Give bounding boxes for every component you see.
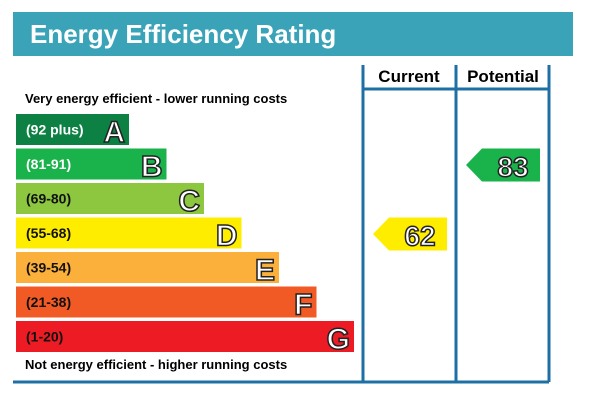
band-letter: F xyxy=(294,289,312,322)
band-g: (1-20) G xyxy=(16,321,354,357)
band-range-label: (55-68) xyxy=(26,225,71,241)
band-letter: A xyxy=(103,116,125,149)
band-c: (69-80) C xyxy=(16,183,204,219)
band-a: (92 plus) A xyxy=(16,114,129,150)
rating-bands: (92 plus) A(81-91) B(69-80) C(55-68) D(39-54… xyxy=(16,114,354,357)
bottom-note: Not energy efficient - higher running co… xyxy=(25,357,287,372)
potential-rating-value: 83 xyxy=(497,152,528,183)
potential-rating-arrow: 83 xyxy=(466,148,540,183)
current-rating-value: 62 xyxy=(404,221,435,252)
band-letter: B xyxy=(141,151,163,184)
band-range-label: (92 plus) xyxy=(26,122,84,138)
band-bar xyxy=(16,114,129,145)
band-f: (21-38) F xyxy=(16,286,317,322)
band-bar xyxy=(16,252,279,283)
band-range-label: (21-38) xyxy=(26,294,71,310)
rating-frame xyxy=(13,65,551,384)
band-range-label: (39-54) xyxy=(26,260,71,276)
band-d: (55-68) D xyxy=(16,217,242,253)
potential-arrow-shape xyxy=(466,148,540,182)
rating-arrows: 62 83 xyxy=(373,148,540,252)
band-letter: C xyxy=(178,185,200,218)
column-header-current: Current xyxy=(378,67,440,86)
band-bar xyxy=(16,321,354,352)
band-letter: G xyxy=(327,323,350,356)
top-note: Very energy efficient - lower running co… xyxy=(25,91,287,106)
band-range-label: (81-91) xyxy=(26,156,71,172)
chart-title: Energy Efficiency Rating xyxy=(30,19,336,49)
band-bar xyxy=(16,183,204,214)
band-bar xyxy=(16,286,317,318)
band-bar xyxy=(16,148,167,180)
band-letter: D xyxy=(216,220,238,253)
current-arrow-shape xyxy=(373,217,447,251)
current-rating-arrow: 62 xyxy=(373,217,447,252)
band-e: (39-54) E xyxy=(16,252,279,288)
band-b: (81-91) B xyxy=(16,148,167,184)
band-range-label: (1-20) xyxy=(26,329,63,345)
band-letter: E xyxy=(255,254,275,287)
column-header-potential: Potential xyxy=(467,67,539,86)
band-range-label: (69-80) xyxy=(26,191,71,207)
band-bar xyxy=(16,217,242,249)
title-bar xyxy=(13,12,573,56)
